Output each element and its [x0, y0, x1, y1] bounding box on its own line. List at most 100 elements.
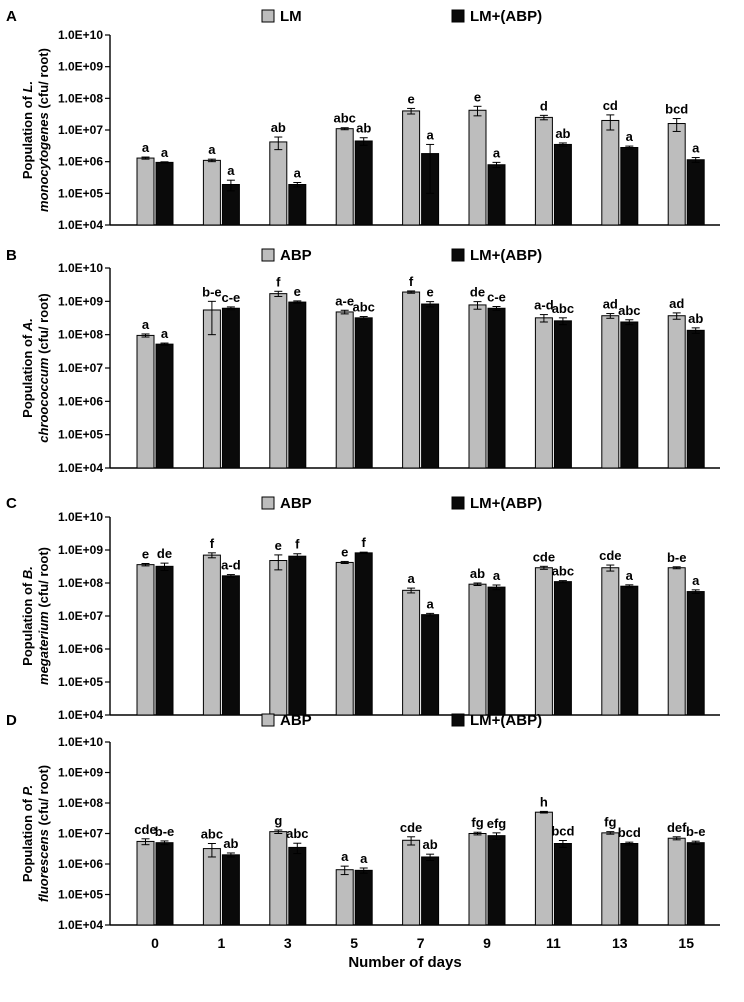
significance-letter: g	[274, 813, 282, 828]
bar	[468, 304, 487, 469]
significance-letter: a	[692, 573, 700, 588]
significance-letter: ad	[669, 296, 684, 311]
significance-letter: e	[275, 538, 282, 553]
bar	[686, 159, 705, 226]
significance-letter: b-e	[202, 284, 222, 299]
significance-letter: ad	[603, 297, 618, 312]
panel-letter: D	[6, 712, 17, 729]
panel-letter: C	[6, 495, 17, 512]
significance-letter: cd	[603, 98, 618, 113]
bar	[354, 140, 373, 226]
significance-letter: a	[161, 326, 169, 341]
bar	[155, 161, 174, 226]
bar	[620, 585, 639, 716]
significance-letter: c-e	[222, 290, 241, 305]
y-tick-label: 1.0E+04	[58, 918, 103, 932]
y-axis-label-text: Population of	[20, 579, 35, 666]
significance-letter: a	[142, 140, 150, 155]
bar	[553, 143, 572, 226]
significance-letter: ab	[470, 566, 485, 581]
y-axis-label: Population of B.	[20, 566, 35, 666]
y-tick-label: 1.0E+09	[58, 60, 103, 74]
y-axis-label-unit: (cfu/ root)	[36, 765, 51, 829]
y-axis-label: megaterium (cfu/ root)	[36, 547, 51, 685]
bar	[667, 315, 686, 469]
legend-label: LM	[280, 8, 302, 25]
y-tick-label: 1.0E+09	[58, 766, 103, 780]
bar	[534, 317, 553, 469]
significance-letter: f	[295, 537, 300, 552]
bar	[534, 811, 553, 926]
y-tick-label: 1.0E+06	[58, 642, 103, 656]
bar	[402, 839, 421, 926]
y-tick-label: 1.0E+05	[58, 428, 103, 442]
y-axis-label-text: Population of	[20, 331, 35, 418]
bar	[402, 589, 421, 716]
y-tick-label: 1.0E+05	[58, 186, 103, 200]
significance-letter: b-e	[686, 824, 706, 839]
y-axis-label-species: fluorescens	[36, 829, 51, 902]
bar	[601, 832, 620, 926]
x-tick-label: 11	[546, 935, 561, 951]
x-tick-label: 0	[151, 935, 159, 951]
bar	[468, 583, 487, 716]
y-tick-label: 1.0E+08	[58, 328, 103, 342]
y-tick-label: 1.0E+06	[58, 155, 103, 169]
bar	[269, 141, 288, 226]
chart-panel-A: A LM LM+(ABP)Population of L.monocytogenes…	[6, 8, 720, 232]
bar	[686, 329, 705, 469]
legend-label: LM+(ABP)	[470, 712, 542, 729]
y-tick-label: 1.0E+08	[58, 576, 103, 590]
y-tick-label: 1.0E+07	[58, 609, 103, 623]
x-tick-label: 9	[483, 935, 491, 951]
legend-swatch	[261, 248, 275, 262]
bar	[667, 567, 686, 716]
bar	[155, 842, 174, 926]
significance-letter: ab	[688, 311, 703, 326]
legend-swatch	[451, 713, 465, 727]
significance-letter: def	[667, 820, 687, 835]
panel-letter: B	[6, 247, 17, 264]
y-tick-label: 1.0E+10	[58, 28, 103, 42]
y-axis-label: Population of L.	[20, 81, 35, 179]
significance-letter: e	[474, 89, 481, 104]
significance-letter: a	[360, 851, 368, 866]
significance-letter: e	[407, 91, 414, 106]
legend-label: LM+(ABP)	[470, 495, 542, 512]
y-axis-label: chroococcum (cfu/ root)	[36, 293, 51, 443]
significance-letter: ab	[271, 120, 286, 135]
bar	[136, 157, 155, 226]
legend-swatch	[451, 496, 465, 510]
significance-letter: ab	[423, 837, 438, 852]
chart-panel-D: D ABP LM+(ABP) Population of P.fluorescens …	[6, 712, 720, 971]
significance-letter: d	[540, 98, 548, 113]
bar	[686, 591, 705, 716]
y-tick-label: 1.0E+10	[58, 735, 103, 749]
significance-letter: a	[407, 571, 415, 586]
significance-letter: a	[493, 145, 501, 160]
y-tick-label: 1.0E+05	[58, 888, 103, 902]
bar	[335, 311, 354, 469]
x-tick-label: 7	[417, 935, 425, 951]
bar	[202, 848, 221, 926]
significance-letter: fg	[471, 815, 483, 830]
significance-letter: f	[409, 274, 414, 289]
y-axis-label-text: Population of	[20, 92, 35, 179]
y-axis-label-text: Population of	[20, 795, 35, 882]
bar	[269, 831, 288, 926]
significance-letter: abc	[552, 564, 574, 579]
legend-swatch	[261, 9, 275, 23]
x-axis-label: Number of days	[348, 954, 461, 971]
bar	[487, 586, 506, 716]
y-axis-label-genus: B.	[20, 566, 35, 579]
bar	[487, 164, 506, 226]
y-tick-label: 1.0E+06	[58, 857, 103, 871]
bar	[534, 567, 553, 716]
y-axis-label: Population of P.	[20, 785, 35, 882]
y-axis-label-genus: A.	[20, 318, 35, 332]
significance-letter: abc	[333, 111, 355, 126]
significance-letter: bcd	[618, 825, 641, 840]
significance-letter: fg	[604, 815, 616, 830]
significance-letter: a	[626, 568, 634, 583]
significance-letter: de	[470, 285, 485, 300]
